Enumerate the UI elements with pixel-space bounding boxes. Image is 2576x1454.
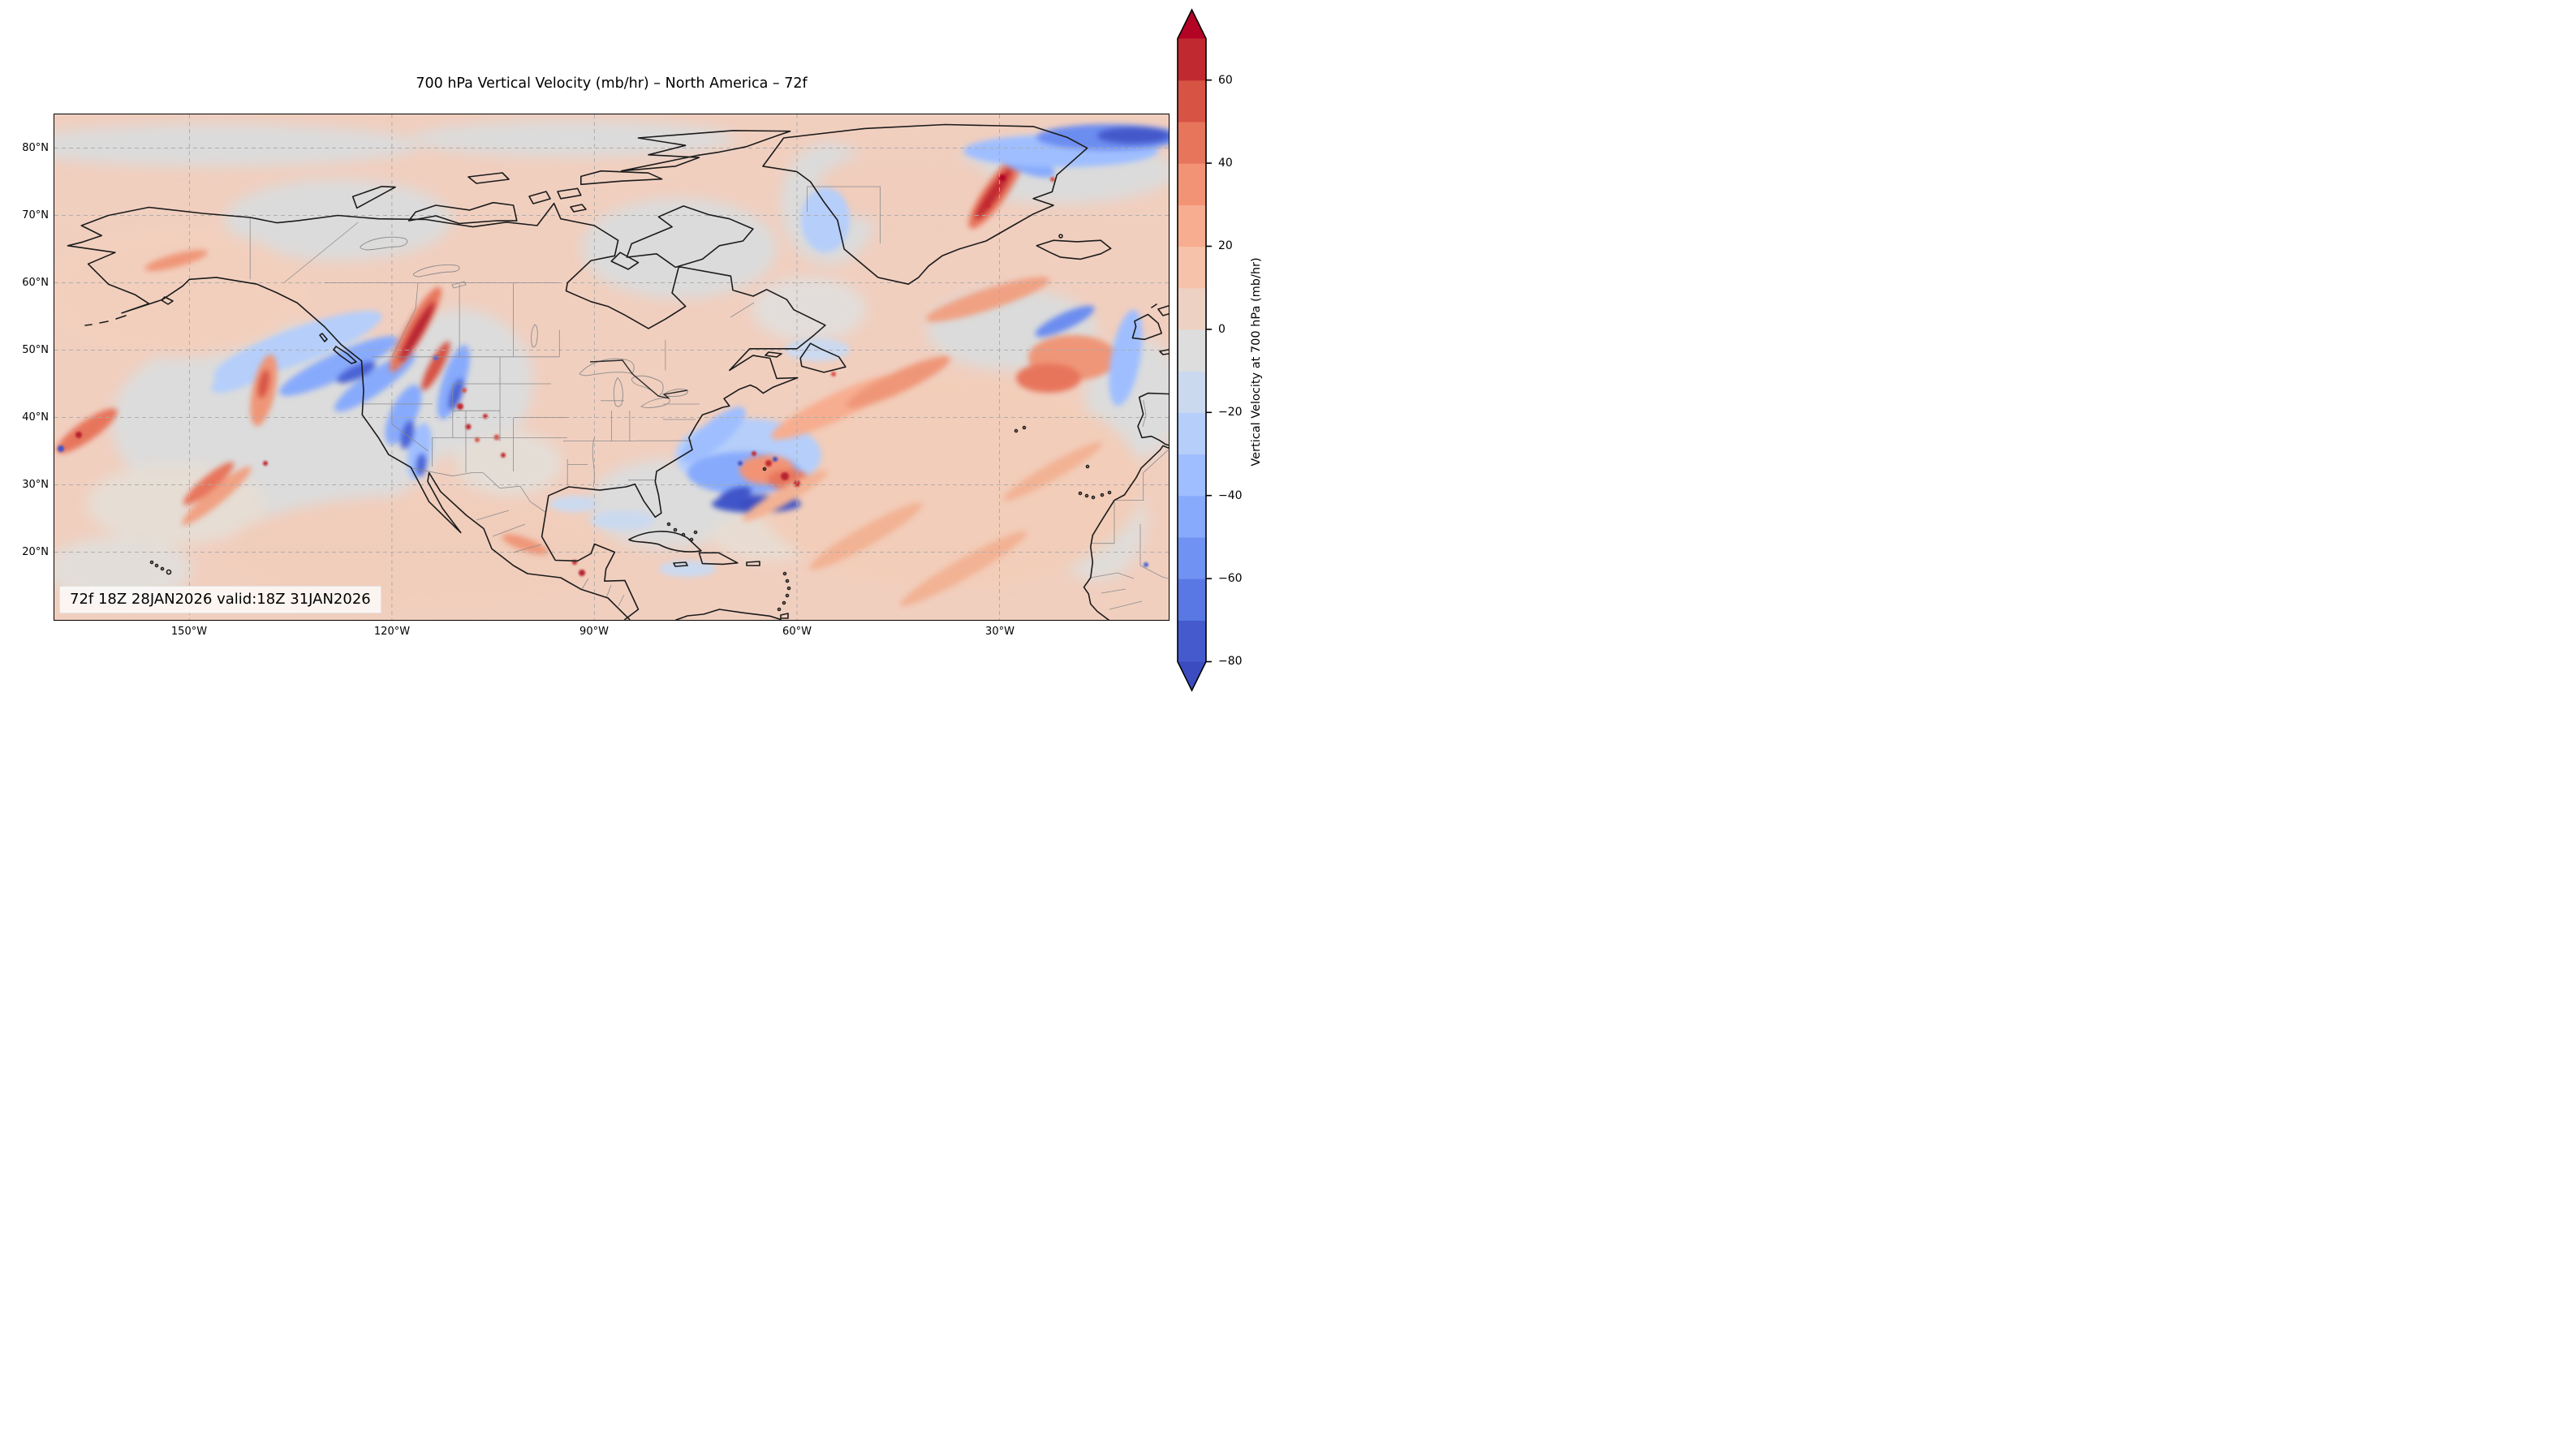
coastline-layer: [67, 123, 1169, 620]
colorbar-tick-label: 20: [1218, 239, 1233, 252]
colorbar-tick-label: −80: [1218, 655, 1243, 668]
colorbar-ticks: [1206, 79, 1212, 663]
colorbar-tick-label: −60: [1218, 572, 1243, 585]
colorbar-tick-label: −20: [1218, 406, 1243, 419]
figure: 700 hPa Vertical Velocity (mb/hr) – Nort…: [0, 0, 1288, 727]
colorbar-tick-label: 60: [1218, 74, 1233, 87]
colorbar-tick-label: 40: [1218, 157, 1233, 170]
lon-tick-label: 60°W: [782, 626, 812, 638]
lat-tick-label: 60°N: [22, 276, 49, 289]
graticule: [54, 114, 1169, 620]
lat-tick-label: 50°N: [22, 343, 49, 356]
lat-tick-label: 20°N: [22, 545, 49, 558]
colorbar-over-arrow: [1178, 10, 1206, 39]
admin-borders-layer: [249, 186, 1169, 610]
lon-tick-label: 30°W: [985, 626, 1014, 638]
lat-tick-label: 70°N: [22, 209, 49, 222]
colorbar-under-arrow: [1178, 661, 1206, 690]
field-layer-cells: [58, 174, 1148, 576]
chart-title: 700 hPa Vertical Velocity (mb/hr) – Nort…: [416, 75, 808, 92]
colorbar-outline: [1177, 8, 1207, 692]
lon-tick-label: 90°W: [579, 626, 609, 638]
map-plot-area: [54, 114, 1170, 621]
colorbar-segments: [1178, 38, 1206, 663]
lat-tick-label: 80°N: [22, 141, 49, 154]
lon-tick-label: 120°W: [373, 626, 411, 638]
colorbar-tick-label: 0: [1218, 323, 1226, 336]
colorbar-axis-label: Vertical Velocity at 700 hPa (mb/hr): [1250, 257, 1263, 467]
lon-tick-label: 150°W: [170, 626, 208, 638]
colorbar-tick-label: −40: [1218, 489, 1243, 502]
lat-tick-label: 30°N: [22, 478, 49, 491]
map-canvas: [54, 114, 1169, 620]
colorbar: [1177, 8, 1212, 692]
lat-tick-label: 40°N: [22, 411, 49, 424]
annotation-box: 72f 18Z 28JAN2026 valid:18Z 31JAN2026: [59, 586, 381, 613]
us-canada-border: [589, 359, 688, 399]
